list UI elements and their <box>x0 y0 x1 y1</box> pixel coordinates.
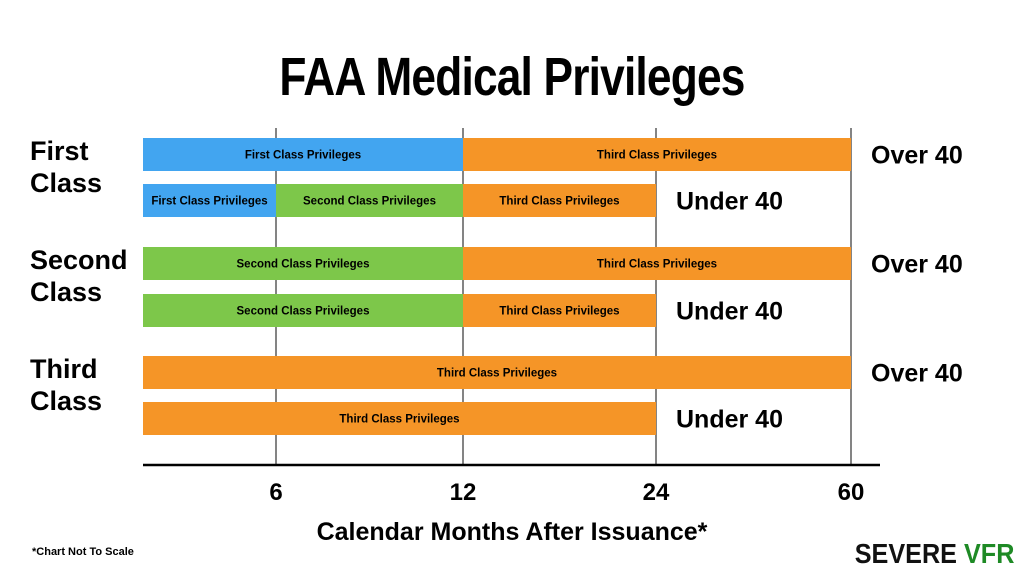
bar-segment <box>276 184 463 217</box>
group-label-line: First <box>30 136 89 166</box>
bar-segment <box>463 247 851 280</box>
chart-title: FAA Medical Privileges <box>279 47 745 107</box>
age-label: Over 40 <box>871 360 963 388</box>
tick-label-12: 12 <box>450 479 477 506</box>
tick-label-24: 24 <box>643 479 670 506</box>
bar-segment <box>463 294 656 327</box>
bar-segment-label: Third Class Privileges <box>499 196 619 208</box>
group-label-line: Class <box>30 277 102 307</box>
bar-segment-label: Third Class Privileges <box>437 368 557 380</box>
tick-label-6: 6 <box>269 479 282 506</box>
group-label-line: Second <box>30 245 128 275</box>
age-label: Over 40 <box>871 251 963 279</box>
bar-segment-label: Third Class Privileges <box>597 259 717 271</box>
bar-segment-label: Third Class Privileges <box>499 306 619 318</box>
group-label-line: Class <box>30 168 102 198</box>
bar-segment <box>143 402 656 435</box>
bar-segment <box>143 247 463 280</box>
bar-segment <box>463 184 656 217</box>
group-label-line: Class <box>30 386 102 416</box>
bar-segment-label: Third Class Privileges <box>597 150 717 162</box>
footnote: *Chart Not To Scale <box>32 546 134 558</box>
tick-label-60: 60 <box>838 479 865 506</box>
bar-segment-label: Second Class Privileges <box>303 196 436 208</box>
brand-logo: SEVERE VFR <box>854 538 1014 570</box>
age-label: Under 40 <box>676 188 783 216</box>
bar-segment <box>143 294 463 327</box>
bar-segment-label: First Class Privileges <box>151 196 267 208</box>
brand-part-1: SEVERE <box>854 538 957 569</box>
bar-segment <box>463 138 851 171</box>
bar-segment-label: Second Class Privileges <box>237 259 370 271</box>
age-label: Under 40 <box>676 298 783 326</box>
bar-segment <box>143 356 851 389</box>
age-label: Under 40 <box>676 406 783 434</box>
brand-part-2: VFR <box>963 538 1014 569</box>
bar-segment-label: First Class Privileges <box>245 150 361 162</box>
bar-segment <box>143 138 463 171</box>
age-label: Over 40 <box>871 142 963 170</box>
bar-segment-label: Third Class Privileges <box>339 414 459 426</box>
bar-segment <box>143 184 276 217</box>
x-axis-label: Calendar Months After Issuance* <box>317 518 708 546</box>
bar-segment-label: Second Class Privileges <box>237 306 370 318</box>
group-label-line: Third <box>30 354 98 384</box>
